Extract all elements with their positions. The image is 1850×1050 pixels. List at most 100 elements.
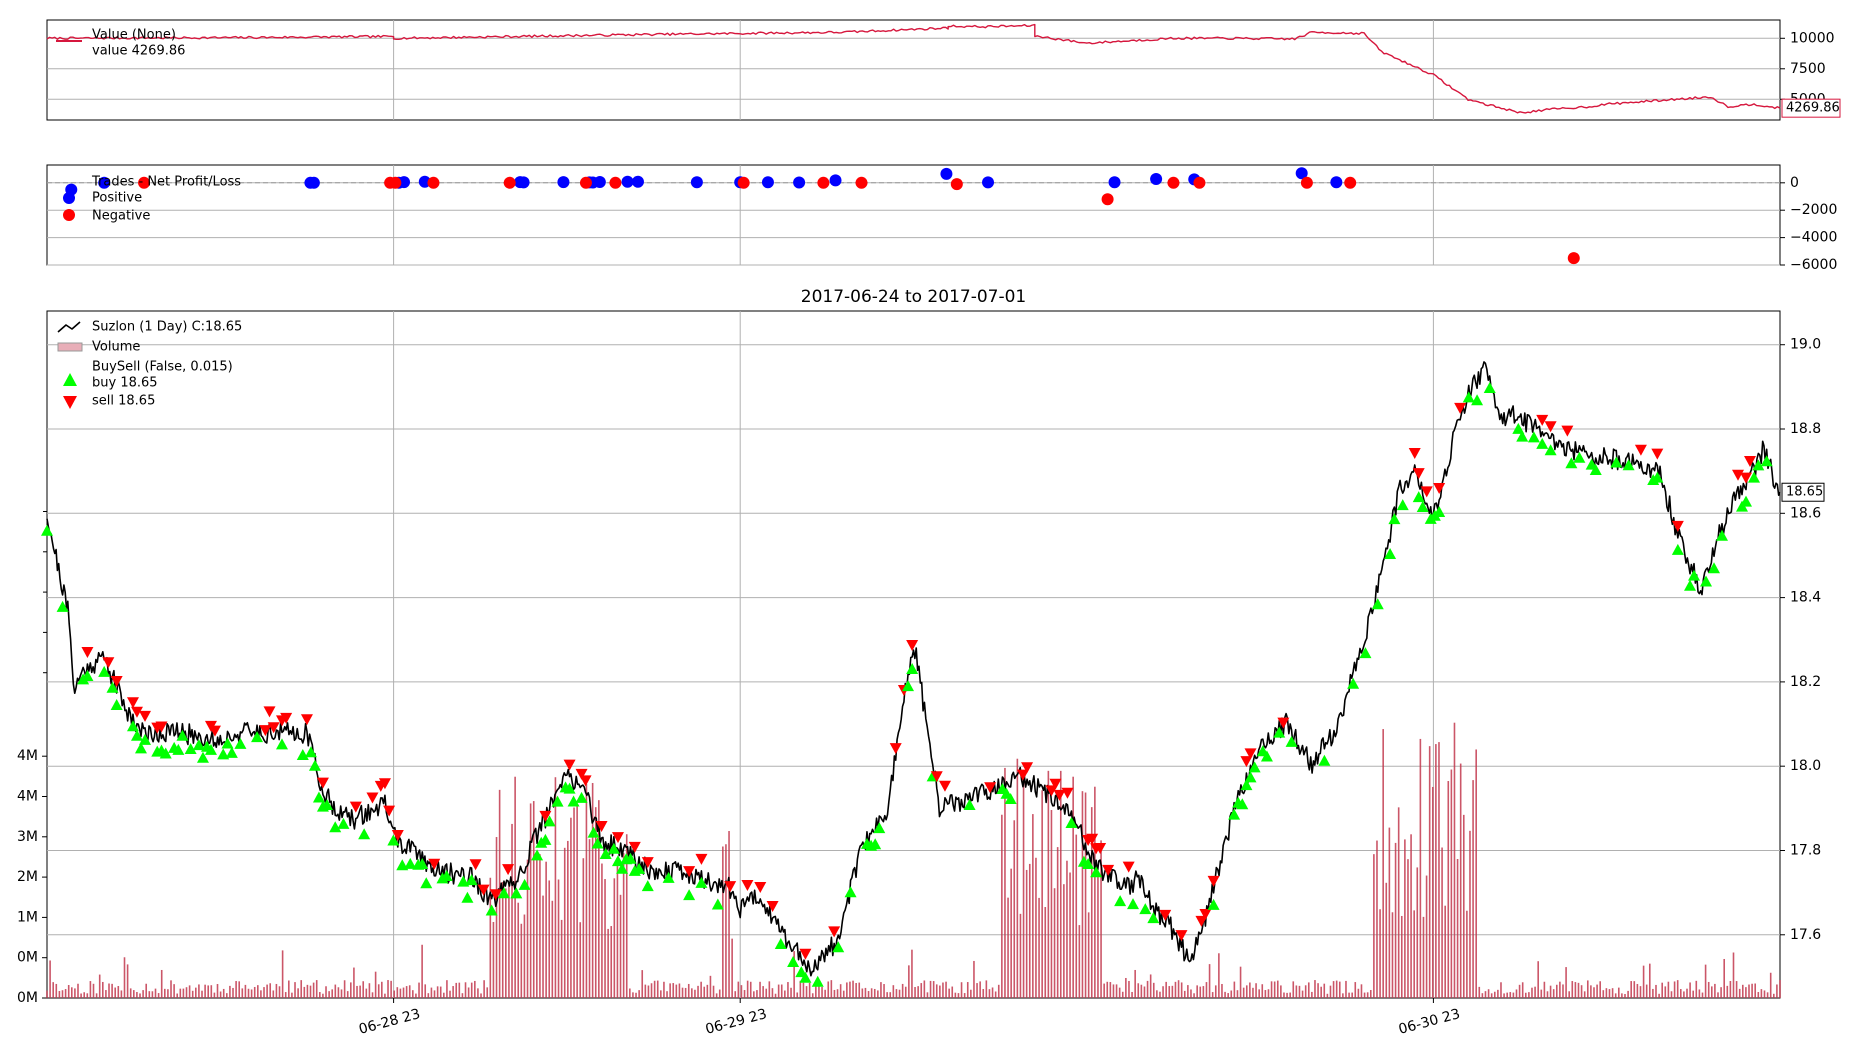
volume-bar-329 — [1066, 860, 1068, 998]
volume-bar-2 — [52, 982, 55, 998]
buy-marker-114 — [1347, 677, 1360, 689]
price-panel-ytick-label-4: 18.4 — [1790, 590, 1821, 606]
buy-marker-23 — [221, 737, 234, 749]
volume-bar-291 — [948, 988, 950, 998]
volume-bar-148 — [505, 888, 507, 998]
buy-marker-130 — [1527, 431, 1540, 443]
volume-bar-359 — [1159, 991, 1161, 998]
volume-bar-216 — [715, 993, 718, 998]
buy-marker-108 — [1248, 761, 1261, 773]
trade-point-negative-6 — [609, 176, 622, 189]
sell-legend-label: sell 18.65 — [92, 394, 155, 409]
volume-bar-14 — [89, 981, 92, 998]
volume-bar-303 — [985, 980, 988, 998]
volume-bar-485 — [1549, 985, 1552, 998]
buy-marker-119 — [1396, 499, 1409, 511]
buy-marker-46 — [461, 891, 474, 903]
volume-bar-71 — [266, 984, 268, 998]
volume-bar-449 — [1438, 742, 1440, 998]
volume-bar-199 — [663, 981, 665, 998]
x-tick-label-1: 06-29 23 — [704, 1006, 769, 1038]
sell-marker-80 — [1671, 520, 1684, 532]
sell-marker-75 — [1536, 414, 1549, 426]
volume-bar-302 — [982, 989, 985, 998]
volume-bar-555 — [1766, 992, 1769, 998]
volume-bar-461 — [1475, 749, 1477, 998]
volume-bar-67 — [253, 986, 256, 998]
volume-bar-382 — [1230, 990, 1233, 998]
buy-marker-131 — [1536, 437, 1549, 449]
volume-bar-491 — [1568, 991, 1570, 998]
volume-bar-274 — [895, 989, 898, 998]
volume-bar-370 — [1193, 993, 1195, 998]
sell-marker-40 — [754, 881, 767, 893]
buy-marker-0 — [41, 524, 53, 536]
sell-marker-39 — [741, 880, 754, 892]
volume-bar-379 — [1221, 983, 1223, 998]
trade-point-positive-17 — [761, 176, 774, 189]
buy-legend-label: buy 18.65 — [92, 376, 158, 391]
volume-bar-318 — [1032, 814, 1034, 998]
volume-bar-77 — [284, 992, 287, 998]
sell-marker-70 — [1408, 447, 1421, 459]
volume-bar-82 — [300, 980, 303, 998]
volume-bar-115 — [402, 987, 405, 998]
sell-marker-57 — [1086, 833, 1099, 845]
volume-bar-435 — [1394, 842, 1397, 998]
volume-bar-364 — [1174, 981, 1177, 998]
volume-bar-350 — [1131, 991, 1133, 998]
volume-bar-330 — [1069, 872, 1071, 998]
sell-marker-4 — [130, 706, 143, 718]
buy-marker-16 — [176, 729, 189, 741]
volume-bar-10 — [77, 983, 79, 998]
buy-marker-29 — [304, 746, 317, 758]
buy-marker-68 — [624, 852, 637, 864]
buy-marker-64 — [607, 842, 620, 854]
volume-bar-492 — [1571, 981, 1574, 998]
volume-bar-313 — [1016, 758, 1019, 998]
volume-bar-268 — [877, 990, 879, 998]
volume-bar-411 — [1320, 986, 1322, 998]
volume-bar-15 — [92, 983, 95, 998]
buy-marker-117 — [1384, 548, 1397, 560]
volume-bar-378 — [1218, 953, 1220, 998]
volume-bar-183 — [613, 878, 616, 998]
volume-bar-400 — [1286, 992, 1288, 998]
value-line — [46, 23, 1781, 114]
volume-bar-321 — [1041, 790, 1043, 998]
buy-marker-19 — [196, 751, 209, 763]
volume-bar-18 — [102, 981, 104, 998]
volume-bar-185 — [619, 894, 622, 998]
volume-bar-97 — [346, 991, 349, 998]
volume-bar-533 — [1698, 989, 1701, 998]
buy-marker-61 — [587, 826, 600, 838]
volume-bar-196 — [653, 980, 656, 998]
volume-bar-300 — [976, 983, 978, 998]
volume-bar-21 — [111, 983, 113, 998]
volume-bar-130 — [449, 990, 451, 998]
sell-marker-76 — [1544, 421, 1557, 433]
volume-bar-458 — [1466, 910, 1468, 998]
volume-bar-271 — [886, 992, 888, 998]
sell-marker-2 — [110, 675, 123, 687]
volume-bar-344 — [1112, 984, 1115, 998]
volume-bar-200 — [666, 991, 668, 998]
volume-bar-420 — [1348, 992, 1350, 998]
volume-bar-215 — [712, 985, 715, 998]
volume-bar-209 — [694, 989, 696, 998]
sell-marker-82 — [1740, 472, 1753, 484]
volume-bar-442 — [1416, 867, 1419, 998]
volume-bar-277 — [904, 986, 907, 998]
volume-bar-429 — [1376, 840, 1378, 998]
volume-bar-105 — [371, 992, 374, 998]
buy-marker-58 — [563, 782, 576, 794]
volume-bar-139 — [477, 988, 479, 998]
volume-bar-212 — [703, 986, 706, 998]
volume-bar-235 — [774, 993, 777, 998]
volume-bar-375 — [1208, 964, 1211, 998]
buy-marker-49 — [497, 887, 510, 899]
volume-bar-42 — [176, 993, 179, 998]
volume-bar-474 — [1515, 989, 1518, 998]
volume-bar-253 — [830, 980, 833, 998]
volume-bar-266 — [870, 988, 873, 998]
